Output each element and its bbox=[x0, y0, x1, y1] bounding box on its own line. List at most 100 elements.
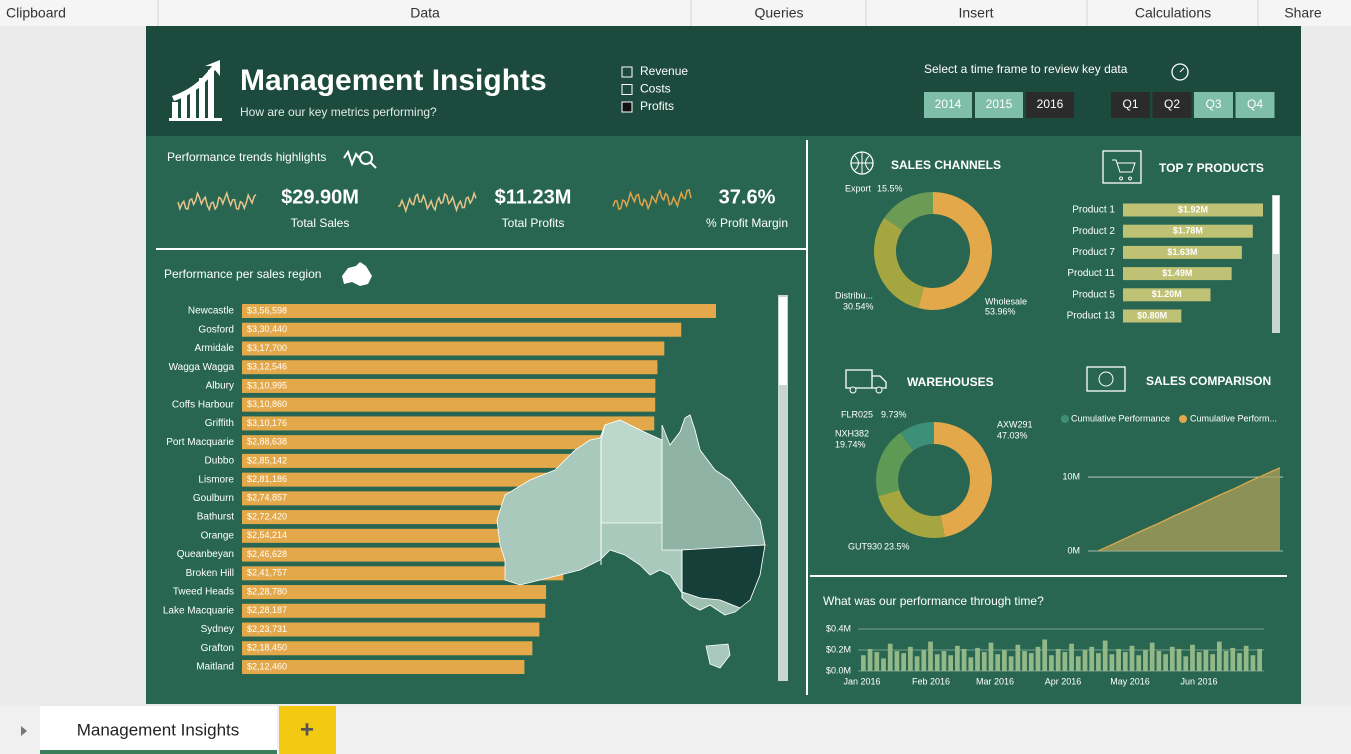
map-tasmania bbox=[705, 643, 731, 669]
ribbon-tab[interactable]: Insert bbox=[958, 5, 993, 21]
kpi-label: Total Sales bbox=[291, 216, 350, 230]
y-tick-label: $0.0M bbox=[826, 665, 851, 675]
tab-scroll-arrow[interactable] bbox=[21, 726, 27, 736]
truck-icon bbox=[875, 386, 883, 394]
legend-label: Cumulative Perform... bbox=[1190, 413, 1277, 423]
quarter-button[interactable] bbox=[1194, 92, 1233, 118]
bar bbox=[921, 650, 927, 671]
x-tick-label: Feb 2016 bbox=[912, 676, 950, 686]
bar bbox=[901, 653, 907, 671]
section-title: Performance per sales region bbox=[164, 267, 321, 281]
region-label: Bathurst bbox=[197, 512, 234, 523]
scrollbar-thumb bbox=[779, 297, 787, 385]
quarter-button[interactable] bbox=[1111, 92, 1150, 118]
bar-value-label: $3,10,995 bbox=[247, 380, 287, 390]
scrollbar-track bbox=[1272, 195, 1280, 333]
bar bbox=[1183, 656, 1189, 671]
kpi-label: % Profit Margin bbox=[706, 216, 788, 230]
quarter-button-label: Q4 bbox=[1247, 97, 1263, 111]
cart-icon bbox=[1112, 159, 1136, 181]
quarter-button[interactable] bbox=[1152, 92, 1192, 118]
slice-label: Wholesale bbox=[985, 296, 1027, 306]
bar bbox=[874, 652, 880, 671]
section-title: SALES COMPARISON bbox=[1146, 374, 1271, 388]
ribbon-tab[interactable]: Share bbox=[1284, 5, 1322, 21]
bar bbox=[961, 648, 967, 671]
y-tick-label: $0.4M bbox=[826, 623, 851, 633]
bar-value-label: $0.80M bbox=[1137, 310, 1167, 320]
slice-value-label: 23.5% bbox=[884, 541, 910, 551]
slice-value-label: 15.5% bbox=[877, 183, 903, 193]
sheet-tab[interactable] bbox=[40, 706, 277, 754]
bar bbox=[1216, 641, 1222, 671]
region-label: Maitland bbox=[196, 662, 234, 673]
trend-icon bbox=[359, 151, 373, 165]
dashboard-subtitle: How are our key metrics performing? bbox=[240, 105, 437, 119]
checkbox[interactable] bbox=[621, 101, 633, 113]
bar bbox=[1149, 642, 1155, 671]
bar bbox=[928, 641, 933, 671]
bar bbox=[242, 660, 525, 674]
x-tick-label: Jan 2016 bbox=[843, 676, 880, 686]
year-button[interactable] bbox=[975, 92, 1023, 118]
legend-swatch bbox=[1179, 415, 1187, 423]
money-icon bbox=[1086, 366, 1126, 392]
region-label: Dubbo bbox=[205, 456, 235, 467]
bar bbox=[242, 435, 626, 450]
bar-value-label: $2,41,757 bbox=[247, 568, 287, 578]
ribbon-tab[interactable]: Queries bbox=[754, 5, 803, 21]
bar bbox=[242, 566, 564, 581]
sheet-tab-underline bbox=[40, 750, 277, 754]
time-frame-prompt: Select a time frame to review key data bbox=[924, 62, 1128, 76]
region-label: Sydney bbox=[201, 624, 234, 635]
checkbox[interactable] bbox=[621, 66, 633, 78]
bar bbox=[995, 654, 1001, 671]
year-button[interactable] bbox=[924, 92, 972, 118]
region-label: Albury bbox=[206, 381, 234, 392]
bar-value-label: $1.20M bbox=[1152, 289, 1182, 299]
ribbon-tab[interactable]: Clipboard bbox=[6, 5, 66, 21]
slice-label: NXH382 bbox=[835, 428, 869, 438]
add-sheet-button[interactable] bbox=[279, 706, 336, 754]
product-label: Product 7 bbox=[1072, 247, 1115, 258]
bar-value-label: $3,10,860 bbox=[247, 399, 287, 409]
kpi-value: $11.23M bbox=[495, 186, 572, 208]
checkbox[interactable] bbox=[621, 84, 633, 95]
icon-bar bbox=[172, 102, 178, 120]
bar bbox=[1257, 648, 1262, 671]
region-label: Grafton bbox=[201, 643, 234, 654]
bar-value-label: $1.92M bbox=[1178, 204, 1208, 214]
ribbon-tab[interactable]: Data bbox=[410, 5, 440, 21]
bar-value-label: $2,28,187 bbox=[247, 605, 287, 615]
bar bbox=[1035, 646, 1041, 671]
bar bbox=[887, 643, 893, 671]
header-band bbox=[146, 26, 1301, 136]
bar bbox=[1169, 646, 1175, 671]
bar bbox=[1210, 654, 1215, 671]
bar bbox=[1190, 644, 1195, 671]
section-title: SALES CHANNELS bbox=[891, 158, 1001, 172]
icon-bar bbox=[190, 87, 196, 120]
scrollbar-track bbox=[778, 295, 788, 681]
bar bbox=[1123, 203, 1263, 217]
bar bbox=[242, 641, 533, 656]
bar bbox=[1123, 224, 1253, 238]
map-northern-territory bbox=[600, 419, 663, 524]
truck-icon bbox=[849, 386, 857, 394]
bar-value-label: $3,17,700 bbox=[247, 343, 287, 353]
bar bbox=[1123, 309, 1182, 323]
bar bbox=[948, 655, 954, 671]
ribbon-tab[interactable]: Calculations bbox=[1135, 5, 1211, 21]
bar bbox=[1129, 645, 1135, 671]
quarter-button[interactable] bbox=[1235, 92, 1275, 118]
bar bbox=[867, 648, 873, 671]
donut-slice bbox=[918, 192, 993, 310]
section-title: Performance trends highlights bbox=[167, 150, 326, 164]
year-button[interactable] bbox=[1026, 92, 1074, 118]
bar bbox=[1143, 650, 1148, 671]
bar-value-label: $1.63M bbox=[1167, 247, 1197, 257]
donut-slice bbox=[874, 217, 924, 309]
sparkline bbox=[397, 190, 477, 214]
y-tick-label: $0.2M bbox=[826, 644, 851, 654]
checkbox-label: Profits bbox=[640, 99, 674, 113]
